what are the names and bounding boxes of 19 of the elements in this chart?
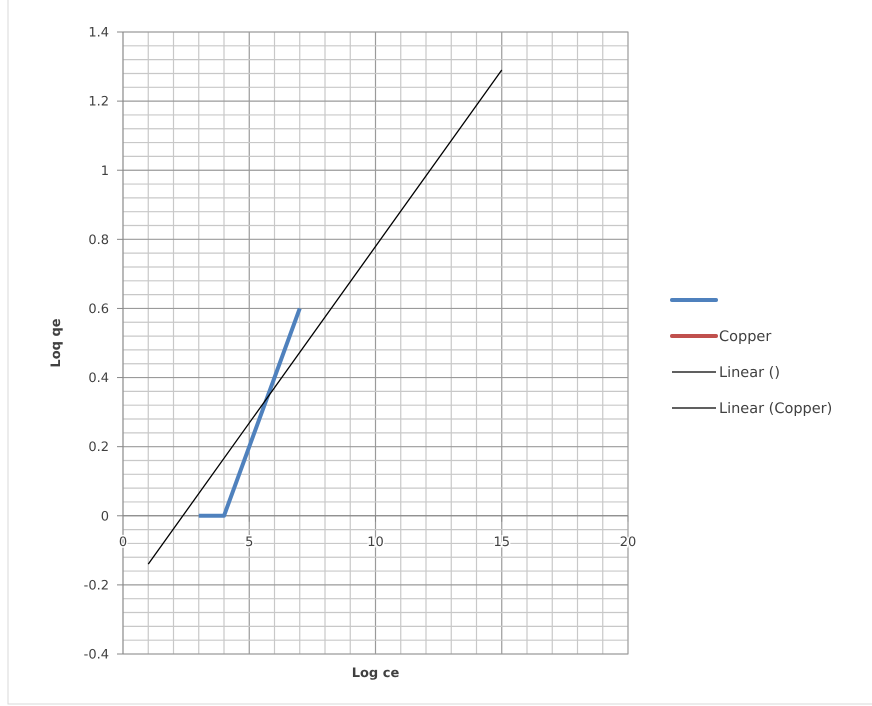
- y-tick-label: 0.8: [88, 232, 109, 248]
- x-tick-label: 15: [493, 534, 510, 550]
- y-tick-label: -0.4: [84, 648, 109, 663]
- y-tick-label: 0.2: [88, 440, 109, 456]
- x-tick-label: 5: [245, 534, 254, 550]
- y-tick-label: 1.2: [88, 94, 109, 110]
- y-tick-label: -0.2: [84, 578, 109, 594]
- legend-label: Linear (Copper): [719, 401, 832, 418]
- y-tick-label: 0: [100, 509, 109, 524]
- x-tick-label: 10: [367, 534, 384, 550]
- legend-label: Copper: [719, 329, 772, 346]
- legend-label: Linear (): [719, 365, 780, 382]
- x-tick-label: 20: [620, 534, 636, 550]
- y-tick-label: 0.4: [88, 371, 109, 386]
- y-axis-title: Loq qe: [49, 318, 64, 368]
- y-tick-label: 1.4: [88, 26, 109, 41]
- y-tick-label: 0.6: [88, 302, 109, 317]
- x-axis-title: Log ce: [352, 666, 400, 681]
- y-tick-label: 1: [100, 164, 109, 179]
